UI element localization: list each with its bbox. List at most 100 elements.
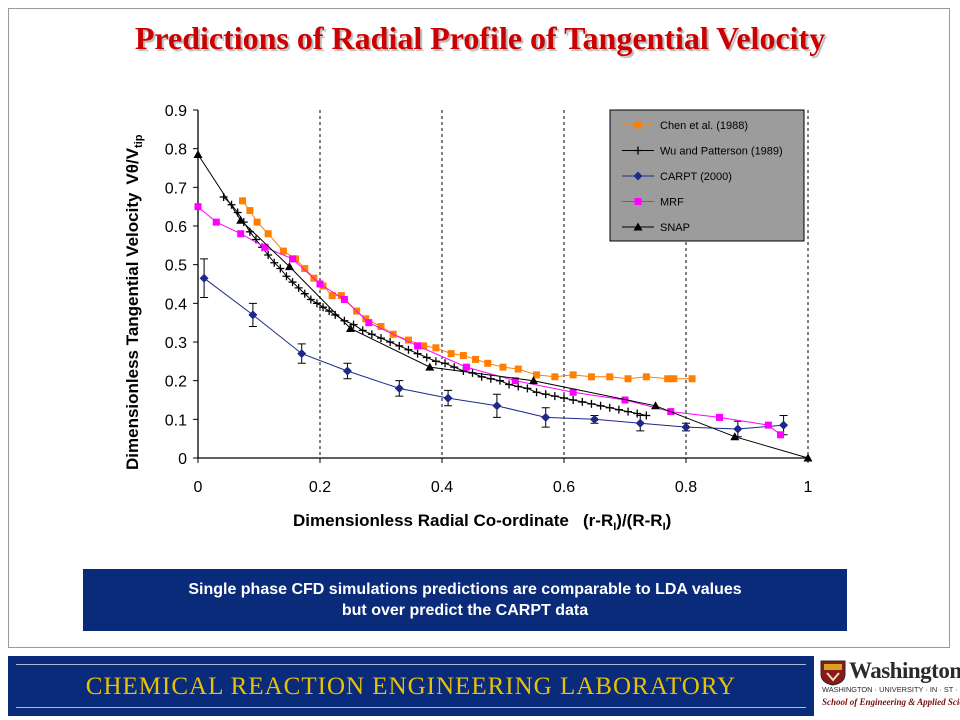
- data-point: [606, 373, 614, 381]
- series-wu-and-patterson-1989: [219, 193, 651, 420]
- data-point: [499, 363, 507, 371]
- data-point: [635, 418, 645, 428]
- data-point: [237, 230, 245, 238]
- data-point: [362, 315, 370, 323]
- data-point: [432, 344, 440, 352]
- data-point: [386, 338, 395, 346]
- data-point: [569, 388, 577, 396]
- data-point: [282, 272, 291, 281]
- data-point: [422, 353, 431, 362]
- data-point: [413, 349, 422, 358]
- y-tick-label: 0.6: [165, 219, 187, 236]
- y-axis-title: Dimensionless Tangential VelocityVθ/Vtip: [123, 134, 145, 470]
- data-point: [764, 421, 772, 429]
- data-point: [288, 278, 297, 287]
- data-point: [331, 310, 340, 319]
- data-point: [651, 401, 660, 410]
- data-point: [227, 200, 236, 209]
- data-point: [614, 405, 623, 414]
- conclusion-callout: Single phase CFD simulations predictions…: [83, 569, 847, 631]
- logo-school-line: School of Engineering & Applied Science: [822, 697, 960, 707]
- data-point: [716, 413, 724, 421]
- data-point: [541, 390, 550, 399]
- data-point: [777, 431, 785, 439]
- data-point: [248, 310, 258, 320]
- data-point: [270, 258, 279, 267]
- legend-swatch-marker: [633, 222, 643, 231]
- legend-swatch-marker: [634, 146, 642, 155]
- legend-item: MRF: [622, 197, 684, 209]
- data-point: [337, 292, 345, 300]
- data-point: [569, 396, 578, 404]
- y-tick-label: 0.9: [165, 103, 187, 120]
- legend-swatch-marker: [634, 198, 642, 205]
- legend-label: Wu and Patterson (1989): [660, 146, 783, 158]
- legend-label: SNAP: [660, 222, 690, 234]
- footer-banner: CHEMICAL REACTION ENGINEERING LABORATORY: [8, 656, 814, 716]
- x-axis-title: Dimensionless Radial Co-ordinate (r-RI)/…: [293, 511, 671, 533]
- y-tick-label: 0.3: [165, 335, 187, 352]
- data-point: [569, 371, 577, 379]
- data-point: [681, 422, 691, 432]
- legend-swatch-marker: [633, 171, 643, 181]
- data-point: [578, 397, 587, 406]
- y-tick-label: 0.4: [165, 296, 187, 313]
- data-point: [261, 243, 269, 251]
- series-line: [223, 196, 647, 416]
- x-tick-label: 0.4: [431, 479, 453, 496]
- data-point: [443, 393, 453, 403]
- data-point: [590, 414, 599, 424]
- x-tick-label: 0: [194, 479, 203, 496]
- x-tick-label: 0.6: [553, 479, 575, 496]
- data-point: [253, 218, 261, 226]
- data-point: [587, 373, 595, 381]
- x-tick-label: 0.2: [309, 479, 331, 496]
- data-point: [236, 215, 246, 224]
- data-point: [803, 453, 813, 462]
- data-point: [587, 399, 596, 408]
- data-point: [319, 303, 328, 312]
- data-point: [688, 375, 696, 383]
- data-point: [459, 352, 467, 360]
- x-tick-label: 0.8: [675, 479, 697, 496]
- data-point: [523, 384, 532, 393]
- data-point: [550, 392, 559, 401]
- data-point: [365, 319, 373, 327]
- legend-label: CARPT (2000): [660, 171, 732, 183]
- data-point: [733, 424, 743, 434]
- data-point: [425, 362, 435, 371]
- data-point: [342, 366, 352, 376]
- x-tick-label: 1: [804, 479, 813, 496]
- data-point: [484, 359, 492, 367]
- data-point: [664, 375, 672, 383]
- data-point: [533, 371, 541, 379]
- slide-title: Predictions of Radial Profile of Tangent…: [134, 20, 826, 56]
- data-point: [358, 326, 367, 335]
- data-point: [289, 255, 297, 263]
- lab-name: CHEMICAL REACTION ENGINEERING LABORATORY: [85, 673, 737, 700]
- data-point: [193, 149, 203, 158]
- data-point: [404, 345, 413, 354]
- legend-swatch-marker: [634, 121, 642, 129]
- legend-item: Wu and Patterson (1989): [622, 146, 783, 158]
- y-tick-label: 0.2: [165, 374, 187, 391]
- data-point: [551, 373, 559, 381]
- data-point: [670, 375, 678, 383]
- logo-university-line: WASHINGTON · UNIVERSITY · IN · ST · LOUI…: [822, 685, 960, 694]
- logo-wordmark: Washington: [849, 658, 960, 683]
- slide-frame: [8, 8, 950, 648]
- data-point: [414, 342, 422, 350]
- data-point: [328, 292, 336, 300]
- series-line: [242, 200, 693, 380]
- data-point: [560, 394, 568, 403]
- data-point: [349, 320, 358, 329]
- data-point: [541, 412, 551, 422]
- data-point: [325, 307, 334, 316]
- y-tick-label: 0.8: [165, 142, 187, 159]
- data-point: [505, 380, 514, 389]
- data-point: [605, 403, 614, 412]
- series-carpt-2000: [199, 258, 789, 438]
- data-point: [441, 359, 450, 368]
- data-point: [486, 374, 495, 383]
- data-point: [404, 336, 412, 344]
